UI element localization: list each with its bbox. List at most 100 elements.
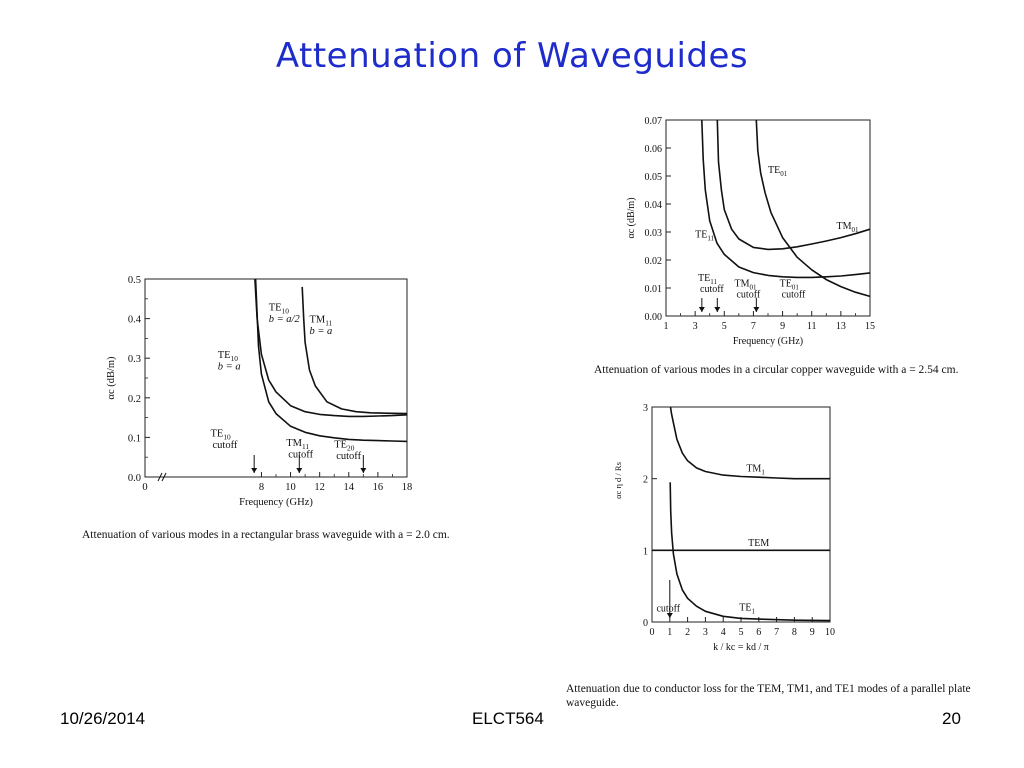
plate-y-tick-label: 2: [643, 475, 648, 486]
plate-y-tick-label: 0: [643, 618, 648, 629]
rect-y-tick-label: 0.5: [128, 275, 141, 286]
footer-date: 10/26/2014: [60, 709, 146, 728]
circ-y-tick-label: 0.07: [645, 116, 663, 127]
circ-x-tick-label: 15: [865, 321, 875, 332]
circ-cutoff-arrowhead: [714, 307, 721, 312]
plate-x-tick-label: 6: [756, 627, 761, 638]
rect-x-tick-label: 12: [314, 482, 325, 493]
rect-cutoff-arrowhead: [296, 468, 303, 473]
plate-waveguide-figure: 0 1 2 3 4 5 6 7 8 9 10 0 1 2 3 k / kc = kd / π TM1 TEM TE1…: [606, 400, 846, 670]
rect-waveguide-chart: 0 8 10 12 14 16 18 0.0 0.1 0.2 0.3 0.4 0.5 Frequency …: [106, 275, 413, 508]
footer-course: ELCT564: [472, 709, 544, 728]
rect-annotation-sublabel: b = a: [218, 362, 241, 373]
circ-x-tick-label: 1: [664, 321, 669, 332]
rect-x-tick-label: 18: [402, 482, 413, 493]
circ-y-tick-label: 0.02: [645, 256, 663, 267]
rect-annotation-sublabel: cutoff: [336, 451, 361, 462]
circ-y-tick-label: 0.05: [645, 172, 663, 183]
circ-y-tick-label: 0.04: [645, 200, 663, 211]
circ-mode-label: TE11: [695, 230, 714, 243]
rect-axis-break-mark: [157, 472, 163, 482]
circ-y-axis-label: αc (dB/m): [626, 197, 637, 238]
circ-waveguide-chart: 1 3 5 7 9 11 13 150.000.010.020.030.040.050.060…: [626, 116, 875, 347]
rect-mode-label: TE20: [334, 440, 355, 453]
circ-x-axis-label: Frequency (GHz): [733, 336, 803, 347]
rect-waveguide-caption: Attenuation of various modes in a rectan…: [82, 529, 450, 541]
circ-y-tick-label: 0.00: [645, 312, 663, 323]
plate-x-tick-label: 2: [685, 627, 690, 638]
rect-y-axis-label: αc (dB/m): [106, 356, 117, 400]
rect-x-axis-label: Frequency (GHz): [239, 497, 313, 508]
plate-waveguide-caption: Attenuation due to conductor loss for th…: [566, 683, 971, 710]
rect-x-tick-label: 10: [285, 482, 296, 493]
rect-y-tick-label: 0.3: [128, 354, 141, 365]
plate-cutoff-arrowhead: [666, 613, 673, 618]
plate-x-tick-label: 1: [667, 627, 672, 638]
rect-y-tick-label: 0.1: [128, 433, 141, 444]
rect-cutoff-arrowhead: [360, 468, 367, 473]
rect-mode-label: TE10: [211, 429, 232, 442]
plate-x-tick-label: 4: [721, 627, 726, 638]
rect-x-tick-label: 14: [344, 482, 355, 493]
circ-annotation-sublabel: cutoff: [736, 290, 760, 301]
circ-waveguide-figure: 1 3 5 7 9 11 13 15 0.00 0.01 0.02 0.03 0.04 0.05 0.06 0…: [620, 112, 890, 352]
circ-x-tick-label: 7: [751, 321, 756, 332]
slide-title: Attenuation of Waveguides: [275, 36, 749, 76]
circ-series-te11: [701, 119, 871, 279]
circ-series-te01: [755, 119, 871, 298]
plate-x-tick-label: 7: [774, 627, 779, 638]
plate-x-tick-label: 10: [825, 627, 835, 638]
rect-annotation-sublabel: cutoff: [213, 440, 238, 451]
rect-x-tick-label: 0: [142, 482, 147, 493]
rect-y-tick-label: 0.2: [128, 394, 141, 405]
rect-series-tm11: [301, 286, 408, 415]
rect-y-tick-label: 0.4: [128, 315, 142, 326]
rect-cutoff-arrowhead: [251, 468, 258, 473]
circ-y-tick-label: 0.01: [645, 284, 663, 295]
plate-y-tick-label: 3: [643, 403, 648, 414]
circ-mode-label: TE01: [768, 165, 788, 178]
circ-waveguide-caption: Attenuation of various modes in a circul…: [594, 364, 959, 376]
circ-x-tick-label: 3: [693, 321, 698, 332]
plate-plot-frame: [651, 406, 831, 623]
circ-mode-label: TE11: [698, 273, 717, 286]
circ-series-tm01: [716, 119, 871, 251]
circ-annotation-sublabel: cutoff: [782, 290, 806, 301]
plate-x-tick-label: 9: [810, 627, 815, 638]
plate-series-tm1: [669, 406, 830, 480]
plate-x-tick-label: 5: [739, 627, 744, 638]
rect-mode-label: TE10: [218, 350, 239, 363]
rect-y-tick-label: 0.0: [128, 473, 141, 484]
rect-axis-break-mark: [161, 472, 167, 482]
rect-annotation-sublabel: cutoff: [288, 450, 313, 461]
rect-mode-label: TM11: [286, 438, 309, 451]
plate-series-te1: [669, 482, 831, 622]
footer-page-number: 20: [942, 709, 961, 728]
circ-y-tick-label: 0.03: [645, 228, 663, 239]
rect-annotation-sublabel: b = a: [309, 326, 332, 337]
plate-x-tick-label: 0: [650, 627, 655, 638]
plate-y-axis-label: αc η d / Rs: [613, 462, 623, 499]
plate-y-tick-label: 1: [643, 546, 648, 557]
circ-x-tick-label: 13: [836, 321, 846, 332]
rect-mode-label: TE10: [269, 303, 290, 316]
circ-x-tick-label: 11: [807, 321, 817, 332]
rect-x-tick-label: 8: [259, 482, 264, 493]
circ-x-tick-label: 9: [780, 321, 785, 332]
rect-waveguide-figure: 0 8 10 12 14 16 18 0.0 0.1 0.2 0.3 0.4 0.5 Frequency …: [100, 268, 420, 518]
circ-mode-label: TM01: [836, 221, 859, 234]
plate-x-tick-label: 3: [703, 627, 708, 638]
circ-cutoff-arrowhead: [753, 307, 760, 312]
rect-mode-label: TM11: [309, 315, 332, 328]
circ-mode-label: TE01: [780, 279, 800, 292]
plate-mode-label: TM1: [746, 464, 765, 477]
circ-y-tick-label: 0.06: [645, 144, 663, 155]
plate-mode-label: TE1: [739, 603, 755, 616]
circ-annotation-sublabel: cutoff: [700, 284, 724, 295]
plate-x-axis-label: k / kc = kd / π: [713, 642, 769, 653]
rect-series-te10: [254, 278, 408, 443]
rect-annotation-sublabel: b = a/2: [269, 314, 301, 325]
plate-x-tick-label: 8: [792, 627, 797, 638]
circ-cutoff-arrowhead: [698, 307, 705, 312]
rect-x-tick-label: 16: [373, 482, 384, 493]
